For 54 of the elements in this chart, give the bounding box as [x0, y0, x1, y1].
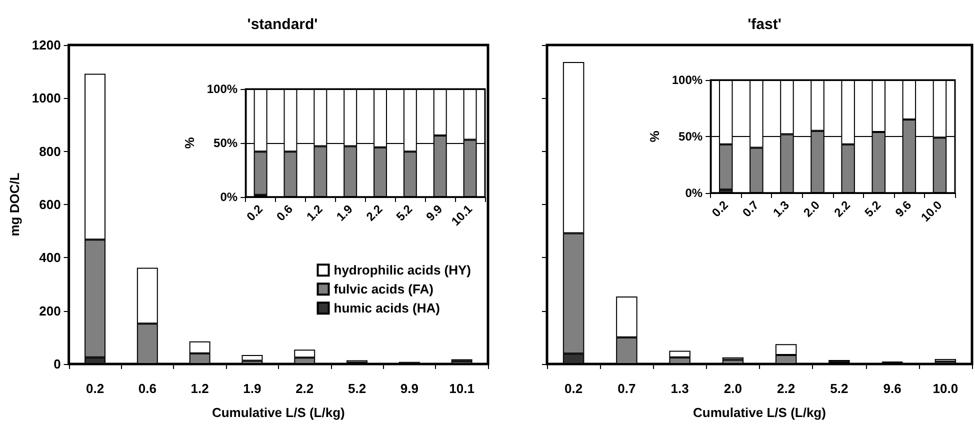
x-tick-label: 1.9: [243, 381, 262, 396]
y-tick-label: 0%: [220, 190, 238, 204]
x-axis-title: Cumulative L/S (L/kg): [212, 405, 345, 420]
x-tick-label: 1.3: [670, 381, 689, 396]
x-tick-label: 1.9: [334, 202, 356, 224]
x-tick-label: 0.7: [618, 381, 636, 396]
y-tick-label: 50%: [214, 136, 238, 150]
y-tick-label: 400: [39, 250, 61, 266]
y-tick-label: 50%: [678, 130, 703, 144]
y-tick-label: 800: [39, 144, 61, 159]
x-tick-label: 2.2: [364, 202, 386, 224]
x-tick-label: 1.2: [190, 381, 209, 396]
x-tick-label: 10.1: [449, 381, 474, 396]
x-tick-label: 1.3: [770, 198, 792, 220]
legend-label: humic acids (HA): [334, 300, 440, 316]
x-tick-label: 2.0: [800, 198, 823, 220]
y-axis-title: %: [182, 136, 197, 149]
x-tick-label: 2.2: [296, 381, 314, 396]
x-tick-label: 0.6: [274, 202, 296, 224]
y-tick-label: 0%: [685, 186, 703, 200]
y-axis-title: mg DOC/L: [7, 172, 22, 236]
chart-title: 'standard': [247, 16, 318, 33]
x-tick-label: 2.2: [831, 198, 854, 220]
x-tick-label: 0.7: [740, 198, 762, 220]
y-axis-title: %: [647, 130, 662, 142]
x-tick-label: 0.2: [86, 381, 104, 396]
chart-title: 'fast': [748, 16, 782, 33]
x-tick-label: 1.2: [304, 202, 326, 224]
x-tick-label: 5.2: [393, 202, 416, 224]
x-tick-label: 5.2: [830, 381, 848, 396]
y-tick-label: 100%: [206, 82, 238, 96]
x-tick-label: 9.6: [892, 198, 914, 220]
y-tick-label: 200: [39, 303, 61, 318]
x-tick-label: 9.6: [883, 381, 902, 396]
x-tick-label: 9.9: [400, 381, 418, 396]
x-tick-label: 0.6: [138, 381, 156, 396]
x-tick-label: 0.2: [244, 202, 266, 224]
legend-label: fulvic acids (FA): [334, 282, 434, 297]
y-tick-label: 100%: [672, 73, 703, 87]
bar: [242, 354, 263, 361]
x-tick-label: 0.2: [709, 198, 732, 220]
legend-label: hydrophilic acids (HY): [334, 262, 472, 278]
y-tick-label: 600: [39, 197, 61, 212]
x-tick-label: 5.2: [348, 381, 366, 396]
x-tick-label: 9.9: [423, 202, 446, 224]
x-tick-label: 5.2: [862, 198, 884, 220]
x-tick-label: 0.2: [564, 381, 583, 396]
x-tick-label: 10.0: [932, 381, 958, 396]
y-tick-label: 1000: [32, 90, 61, 106]
y-tick-label: 1200: [32, 38, 61, 52]
x-tick-label: 2.2: [777, 381, 796, 396]
x-axis-title: Cumulative L/S (L/kg): [693, 405, 826, 420]
x-tick-label: 2.0: [724, 381, 742, 396]
y-tick-label: 0: [54, 356, 61, 372]
